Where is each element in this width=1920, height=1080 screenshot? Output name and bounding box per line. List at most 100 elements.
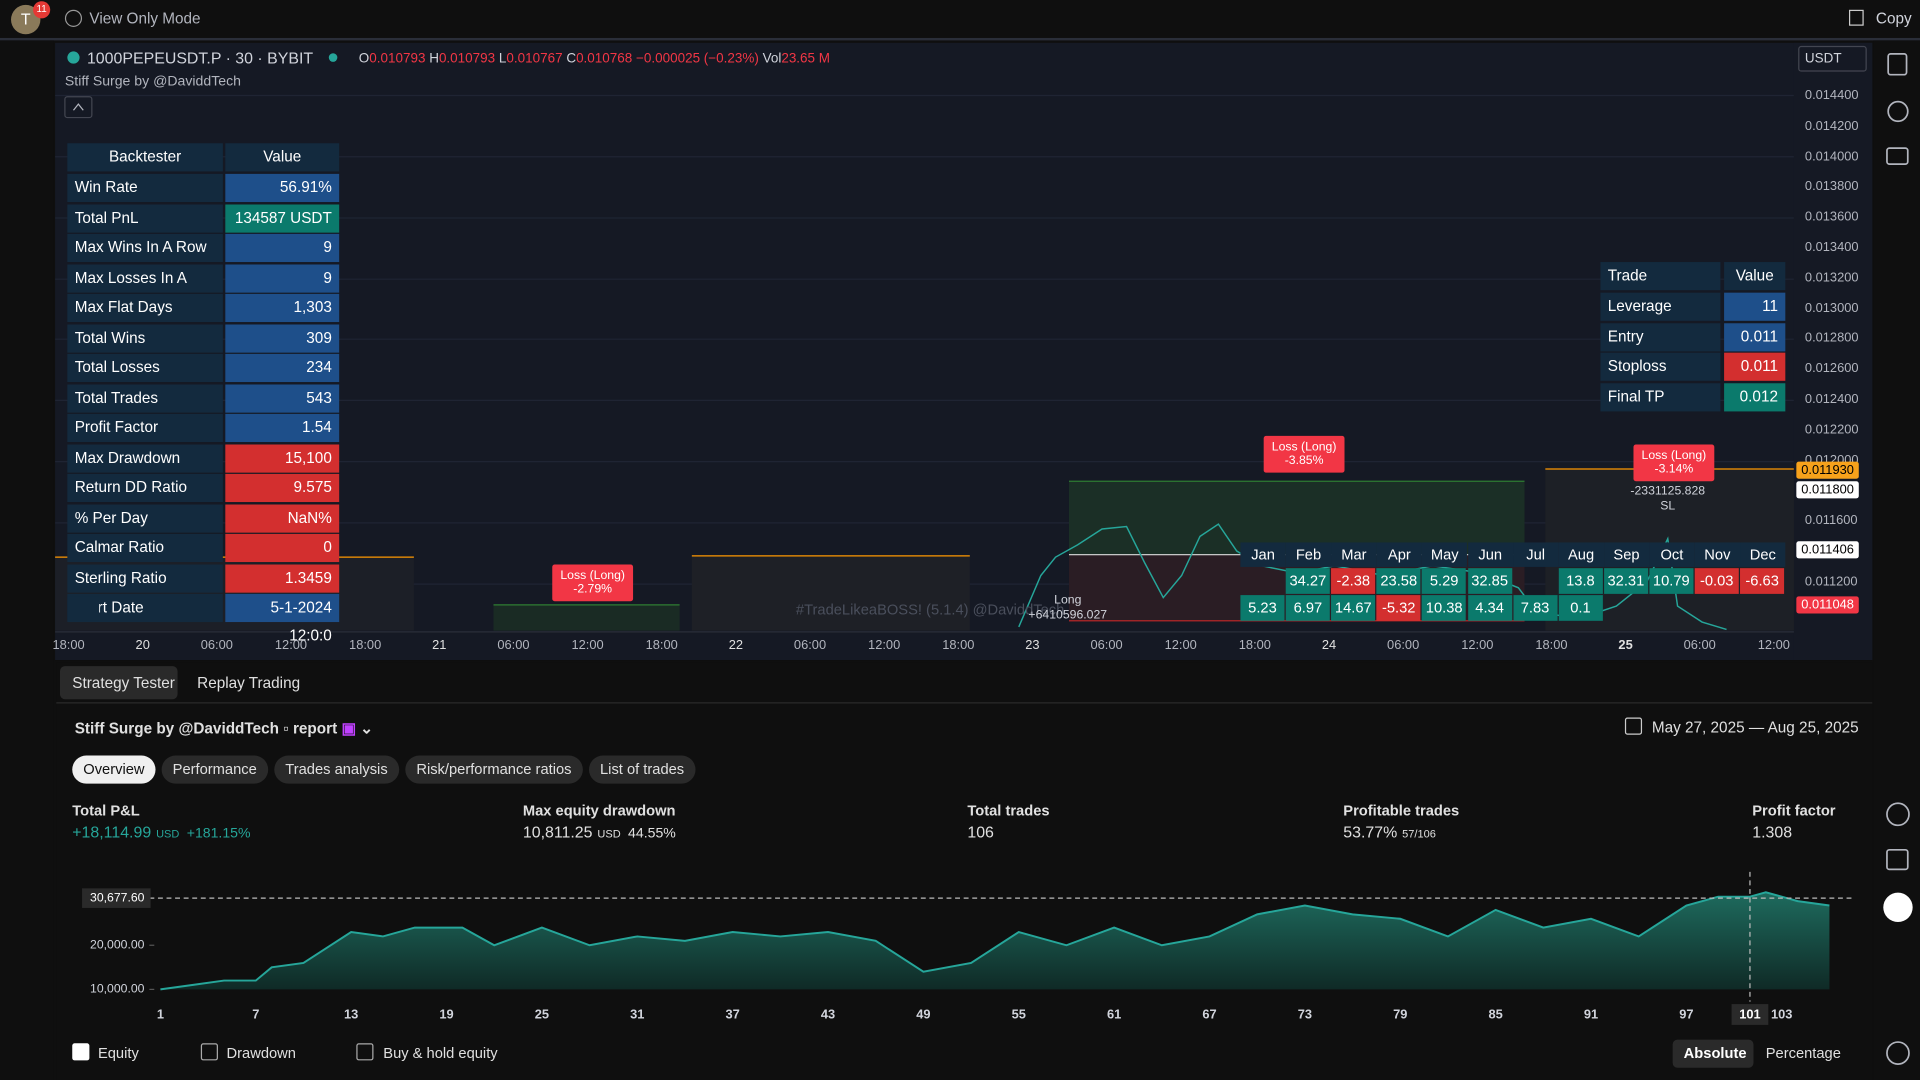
metric-unit: USD <box>156 827 180 841</box>
month-header: Mar <box>1331 542 1377 567</box>
tab[interactable]: Strategy Tester <box>72 674 175 692</box>
mode[interactable]: Absolute <box>1683 1044 1747 1062</box>
tv-logo <box>67 596 100 621</box>
x-tick-label: 19 <box>439 1007 453 1022</box>
metric-value: +18,114.99 USD +181.15% <box>72 823 250 841</box>
time-label: 18:00 <box>52 637 85 653</box>
trade-label: Loss (Long) -3.85% <box>1263 435 1345 473</box>
annotation: -2331125.828 <box>1630 484 1706 499</box>
metric-label: Profitable trades <box>1343 802 1460 820</box>
price-badge: 0.011930 <box>1796 461 1859 479</box>
annotation: +6410596.027 <box>1028 608 1108 623</box>
table-value: 9.575 <box>225 473 340 503</box>
trade-label: Loss (Long) -2.79% <box>552 564 634 602</box>
table-value: 0.012 <box>1724 382 1786 411</box>
table-value: 15,100 <box>225 443 340 473</box>
month-value: -5.32 <box>1376 595 1421 621</box>
time-label: 18:00 <box>942 637 975 653</box>
subtab[interactable]: Performance <box>161 755 268 784</box>
table-value: 1.3459 <box>225 563 340 593</box>
month-value: 14.67 <box>1331 595 1376 621</box>
table-label: Profit Factor <box>67 413 223 443</box>
table-label: Final TP <box>1600 382 1721 411</box>
equity-area <box>160 892 1830 990</box>
month-header: Dec <box>1740 542 1786 567</box>
month-value: 32.31 <box>1603 568 1648 594</box>
subtab[interactable]: Risk/performance ratios <box>405 755 583 784</box>
table-label: Return DD Ratio <box>67 473 223 503</box>
month-header: Jul <box>1512 542 1559 567</box>
equity-line <box>160 891 1830 991</box>
subtab[interactable]: Trades analysis <box>274 755 399 784</box>
month-value: 5.29 <box>1422 568 1467 594</box>
legend-label: Buy & hold equity <box>383 1044 498 1062</box>
month-value: 13.8 <box>1558 568 1603 594</box>
table-value: 0.011 <box>1724 322 1786 351</box>
metric-value: 10,811.25 <box>522 822 593 842</box>
month-header: Feb <box>1285 542 1332 567</box>
table-value: 5-1-2024 12:0:0 <box>225 593 340 644</box>
change: −0.000025 (−0.23%) <box>636 51 759 67</box>
trade-label-title: Loss (Long) <box>1641 449 1707 463</box>
annotation: SL <box>1660 499 1676 514</box>
o: 0.010793 <box>369 51 426 67</box>
month-value: 10.38 <box>1422 595 1467 621</box>
trade-label-title: Loss (Long) <box>560 569 625 583</box>
y-tick-label: 10,000.00 <box>90 982 145 996</box>
month-header: Sep <box>1603 542 1650 567</box>
time-label: 21 <box>432 637 447 653</box>
x-tick-label: 97 <box>1679 1007 1693 1022</box>
indicator: Stiff Surge by @DaviddTech <box>64 74 241 90</box>
time-label: 18:00 <box>645 637 678 653</box>
trade-label-value: -2.79% <box>573 582 613 597</box>
month-value: -2.38 <box>1331 568 1376 594</box>
copy-icon <box>1848 9 1864 26</box>
price-badge: 0.011800 <box>1796 481 1859 499</box>
x-tick-label: 91 <box>1584 1007 1598 1022</box>
table-value: 9 <box>225 263 340 293</box>
table-label: % Per Day <box>67 503 223 533</box>
c: 0.010768 <box>576 51 633 67</box>
time-label: 06:00 <box>1683 637 1716 653</box>
price-badge: 0.011406 <box>1796 541 1859 559</box>
x-tick-label: 7 <box>252 1007 259 1022</box>
time-label: 12:00 <box>1757 637 1790 653</box>
trade-label: Loss (Long) -3.14% <box>1633 444 1715 482</box>
currency[interactable]: USDT <box>1804 51 1842 67</box>
tab[interactable]: Replay Trading <box>197 674 301 692</box>
price-label: 0.014400 <box>1804 88 1859 103</box>
copy-button[interactable]: Copy <box>1875 9 1912 27</box>
checkbox[interactable] <box>200 1043 218 1061</box>
legend-label: Equity <box>97 1044 139 1062</box>
month-value: -6.63 <box>1740 568 1785 594</box>
mode[interactable]: Percentage <box>1765 1044 1841 1062</box>
table-label: Leverage <box>1600 292 1721 321</box>
table-header: Value <box>1724 262 1786 291</box>
h-label: H <box>429 51 439 67</box>
subtab[interactable]: List of trades <box>588 755 696 784</box>
view-mode[interactable]: View Only Mode <box>89 9 201 27</box>
x-tick-label: 37 <box>725 1007 739 1022</box>
eye-icon <box>64 9 83 27</box>
x-tick-label: 49 <box>916 1007 930 1022</box>
metric-extra: 44.55% <box>628 826 676 842</box>
subtab[interactable]: Overview <box>72 755 156 784</box>
table-label: Stoploss <box>1600 352 1721 381</box>
table-value: 56.91% <box>225 173 340 203</box>
symbol[interactable]: 1000PEPEUSDT.P · 30 · BYBIT <box>86 48 314 68</box>
month-value: 5.23 <box>1240 595 1285 621</box>
table-label: Total Losses <box>67 353 223 383</box>
checkbox[interactable] <box>356 1043 374 1061</box>
checkbox[interactable] <box>72 1043 90 1061</box>
table-label: Entry <box>1600 322 1721 351</box>
price-label: 0.014200 <box>1804 118 1859 134</box>
badge: 11 <box>33 1 51 19</box>
calendar-icon <box>1624 717 1643 735</box>
date-range[interactable]: May 27, 2025 — Aug 25, 2025 <box>1651 718 1859 736</box>
trade-label-value: -3.14% <box>1654 462 1694 477</box>
time-label: 06:00 <box>200 637 233 653</box>
metric-extra: +181.15% <box>186 826 251 842</box>
price-label: 0.013600 <box>1804 209 1859 225</box>
